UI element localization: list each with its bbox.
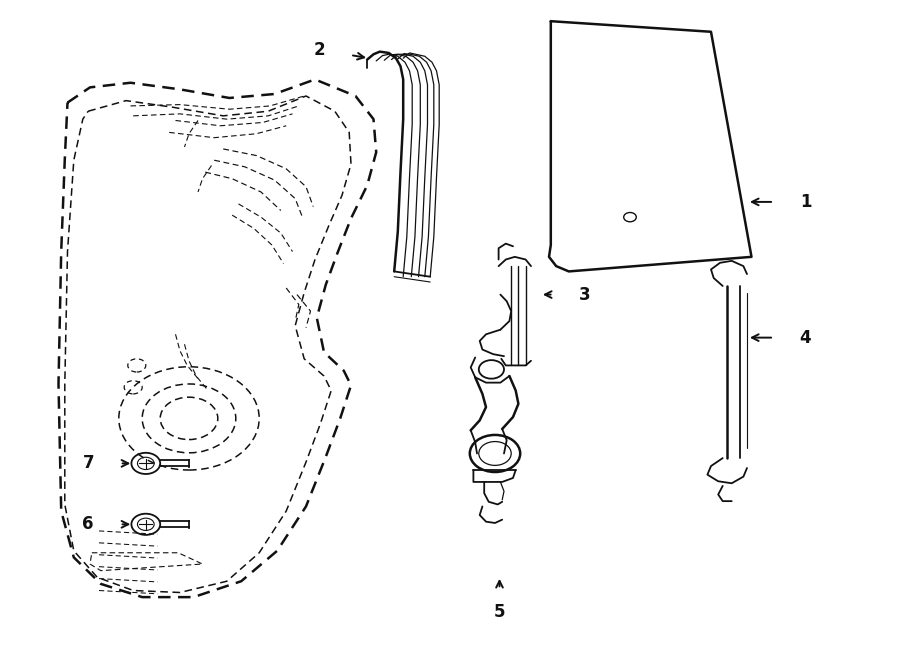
Text: 7: 7: [83, 454, 94, 473]
Text: 5: 5: [494, 603, 505, 622]
Text: 4: 4: [800, 328, 811, 347]
Text: 6: 6: [83, 515, 94, 534]
Text: 1: 1: [800, 193, 811, 211]
Text: 2: 2: [314, 40, 325, 59]
Text: 3: 3: [580, 285, 590, 304]
